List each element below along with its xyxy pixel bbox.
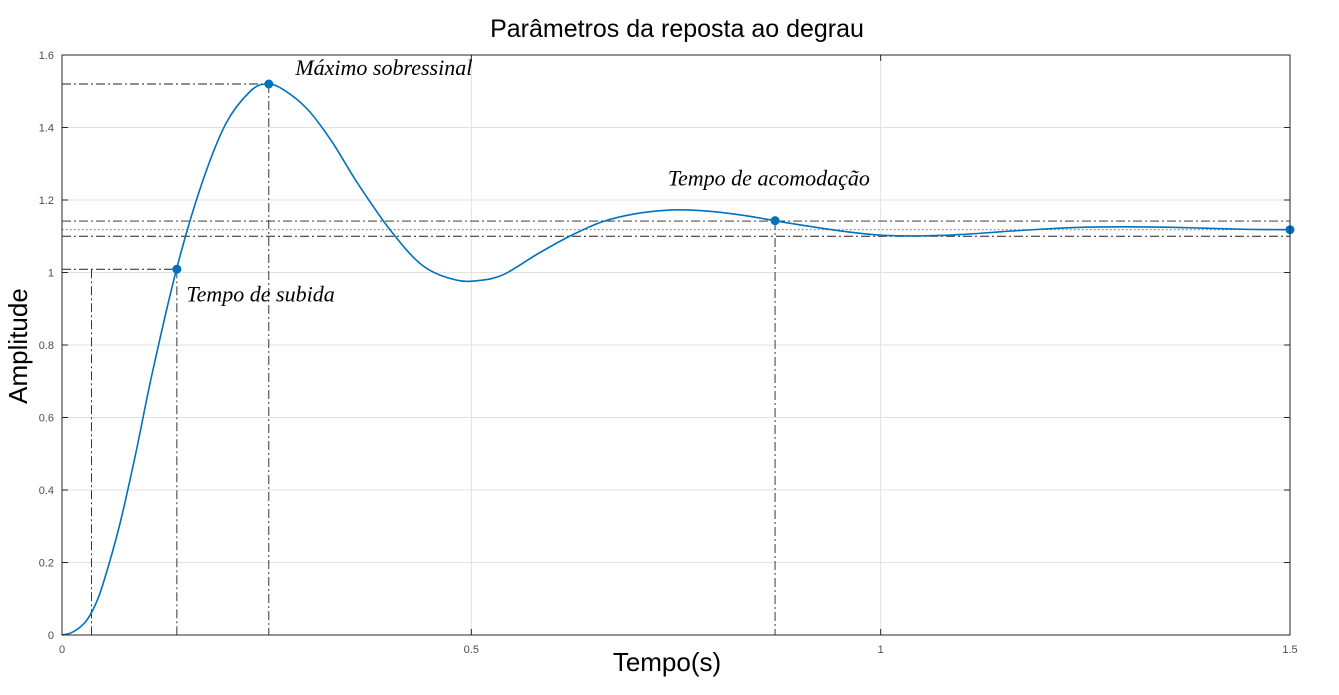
step-response-line	[61, 83, 1291, 636]
characteristic-point	[264, 79, 274, 89]
reference-lines	[62, 83, 1290, 635]
y-tick-label: 0.4	[39, 485, 54, 497]
y-tick-label: 0.6	[39, 413, 54, 425]
y-tick-label: 0.8	[39, 340, 54, 352]
x-tick-label: 1.5	[1282, 644, 1297, 656]
chart-title: Parâmetros da reposta ao degrau	[490, 15, 864, 43]
y-tick-label: 0.2	[39, 558, 54, 570]
annotations: Máximo sobressinal Tempo de subida Tempo d…	[186, 55, 869, 307]
x-tick-label: 1	[878, 644, 884, 656]
y-tick-label: 1	[48, 268, 54, 280]
characteristic-point	[172, 264, 182, 274]
annotation-label: Tempo de acomodação	[668, 166, 870, 191]
y-tick-label: 0	[48, 630, 54, 642]
step-response-series	[61, 83, 1291, 636]
annotation-label: Tempo de subida	[186, 282, 334, 307]
grid-lines	[61, 54, 1291, 636]
x-axis-label: Tempo(s)	[613, 647, 721, 677]
x-tick-label: 0.5	[464, 644, 479, 656]
y-tick-label: 1.4	[39, 123, 54, 135]
y-axis-label: Amplitude	[3, 288, 33, 404]
y-tick-label: 1.6	[39, 50, 54, 62]
annotation-label: Máximo sobressinal	[294, 55, 472, 80]
y-tick-label: 1.2	[39, 195, 54, 207]
characteristic-point	[770, 216, 780, 226]
tick-labels: 0 0.5 1 1.5 0 0.2 0.4 0.6 0.8 1 1.2 1.4 1.6	[39, 50, 1298, 656]
plot-frame	[61, 54, 1291, 636]
x-tick-label: 0	[59, 644, 65, 656]
